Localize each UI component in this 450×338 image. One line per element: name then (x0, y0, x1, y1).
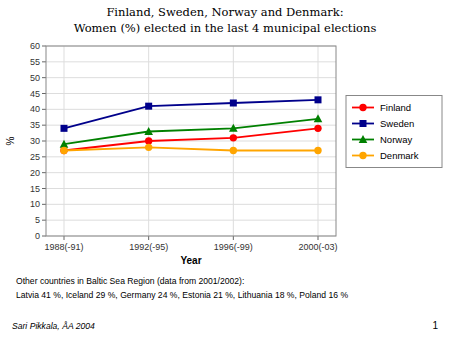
tick (42, 141, 46, 142)
tick (42, 204, 46, 205)
tick-label: 50 (30, 73, 40, 83)
tick (42, 236, 46, 237)
chart: Finland, Sweden, Norway and Denmark: Wome… (0, 0, 450, 338)
series-line (64, 119, 318, 144)
legend-marker (359, 135, 368, 143)
tick (233, 236, 234, 240)
legend-marker (360, 120, 367, 127)
plot-area (46, 46, 336, 236)
plot-frame (46, 46, 336, 236)
legend-marker (359, 104, 366, 111)
tick-label: 60 (30, 41, 40, 51)
tick-label: 1992(-95) (129, 242, 168, 252)
tick-label: 25 (30, 152, 40, 162)
subtitle: Women (%) elected in the last 4 municipa… (74, 21, 377, 35)
tick-label: 20 (30, 168, 40, 178)
tick (64, 236, 65, 240)
title: Finland, Sweden, Norway and Denmark: (106, 5, 343, 19)
tick (42, 109, 46, 110)
data (60, 96, 323, 154)
tick (42, 93, 46, 94)
legend-label: Sweden (380, 118, 414, 129)
grid-line (46, 93, 336, 94)
legend-label: Finland (380, 102, 411, 113)
tick (148, 236, 149, 240)
tick-label: 10 (30, 199, 40, 209)
point (60, 147, 67, 154)
tick-label: 5 (35, 215, 40, 225)
point (145, 144, 152, 151)
grid-line (46, 188, 336, 189)
legend-box (346, 96, 442, 168)
tick (42, 46, 46, 47)
point (144, 127, 153, 135)
point (61, 125, 68, 132)
tick-label: 1996(-99) (214, 242, 253, 252)
page-number: 1 (432, 320, 438, 331)
legend-label: Norway (380, 134, 412, 145)
grid-line (46, 204, 336, 205)
series-line (64, 128, 318, 150)
legend-label: Denmark (380, 150, 419, 161)
tick-label: 30 (30, 136, 40, 146)
point (145, 137, 152, 144)
tick (42, 61, 46, 62)
point (230, 134, 237, 141)
legend-marker (359, 152, 366, 159)
grid (46, 46, 336, 236)
tick (42, 156, 46, 157)
tick-label: 0 (35, 231, 40, 241)
x-axis-label: Year (180, 255, 201, 266)
point (315, 96, 322, 103)
footnote: Latvia 41 %, Iceland 29 %, Germany 24 %,… (16, 290, 348, 300)
tick (42, 220, 46, 221)
grid-line (46, 156, 336, 157)
point (230, 147, 237, 154)
grid-line (46, 172, 336, 173)
tick-label: 2000(-03) (298, 242, 337, 252)
point (230, 100, 237, 107)
grid-line (46, 61, 336, 62)
tick (42, 172, 46, 173)
legend: Finland Sweden Norway Denmark (346, 96, 442, 168)
grid-line (46, 109, 336, 110)
tick-label: 40 (30, 104, 40, 114)
series-line (64, 147, 318, 150)
tick-label: 15 (30, 184, 40, 194)
tick (42, 125, 46, 126)
tick (42, 188, 46, 189)
series-line (64, 100, 318, 128)
footnote: Other countries in Baltic Sea Region (da… (16, 276, 244, 286)
tick-label: 55 (30, 57, 40, 67)
tick-label: 45 (30, 89, 40, 99)
grid-line (46, 77, 336, 78)
point (314, 147, 321, 154)
point (314, 114, 323, 122)
tick-label: 1988(-91) (44, 242, 83, 252)
point (60, 147, 67, 154)
grid-line (46, 220, 336, 221)
tick-label: 35 (30, 120, 40, 130)
y-axis-label: % (5, 136, 16, 145)
grid-line (318, 46, 319, 236)
point (60, 140, 69, 148)
tick (42, 77, 46, 78)
point (314, 125, 321, 132)
credit: Sari Pikkala, ÅA 2004 (12, 321, 95, 331)
grid-line (46, 125, 336, 126)
point (229, 124, 238, 132)
tick (318, 236, 319, 240)
point (145, 103, 152, 110)
